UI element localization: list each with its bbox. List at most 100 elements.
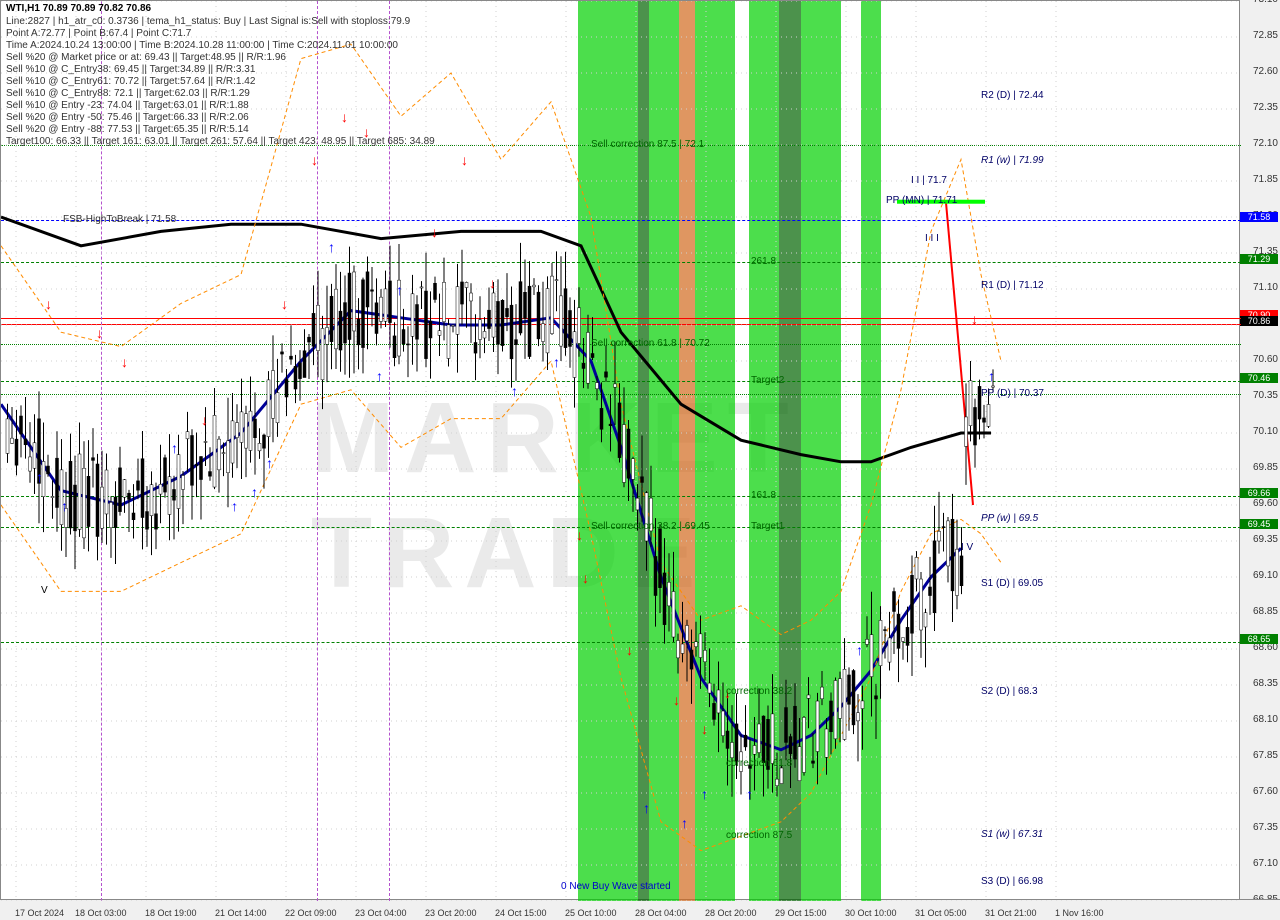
y-tick: 70.60 [1253, 354, 1278, 365]
arrow-up-icon: ↑ [681, 815, 688, 831]
y-tick: 67.10 [1253, 858, 1278, 869]
y-tick: 73.10 [1253, 0, 1278, 5]
chart-annotation: I I | 71.7 [911, 175, 947, 186]
y-tick: 69.35 [1253, 534, 1278, 545]
chart-annotation: S3 (D) | 66.98 [981, 876, 1043, 887]
chart-annotation: 261.8 [751, 256, 776, 267]
green-band [649, 1, 679, 901]
y-tick: 72.35 [1253, 102, 1278, 113]
info-line: Sell %20 @ Market price or at: 69.43 || … [6, 52, 286, 63]
chart-annotation: FSB-HighToBreak | 71.58 [63, 214, 176, 225]
arrow-up-icon: ↑ [266, 455, 273, 471]
price-level-label: 71.58 [1240, 212, 1278, 222]
x-tick: 18 Oct 03:00 [75, 908, 127, 918]
y-tick: 72.10 [1253, 138, 1278, 149]
price-level-label: 71.29 [1240, 254, 1278, 264]
chart-annotation: Sell correction 61.8 | 70.72 [591, 338, 710, 349]
chart-annotation: 161.8 [751, 490, 776, 501]
arrow-down-icon: ↓ [576, 527, 583, 543]
arrow-down-icon: ↓ [281, 296, 288, 312]
arrow-down-icon: ↓ [96, 325, 103, 341]
horizontal-line [1, 318, 1241, 319]
info-line: Sell %10 @ C_Entry61: 70.72 || Target:57… [6, 76, 255, 87]
chart-annotation: correction 87.5 [726, 830, 792, 841]
y-tick: 72.60 [1253, 66, 1278, 77]
arrow-up-icon: ↑ [701, 786, 708, 802]
arrow-up-icon: ↑ [251, 484, 258, 500]
y-tick: 70.10 [1253, 426, 1278, 437]
arrow-up-icon: ↑ [643, 800, 650, 816]
arrow-up-icon: ↑ [511, 383, 518, 399]
y-tick: 71.10 [1253, 282, 1278, 293]
chart-annotation: Target2 [751, 375, 784, 386]
chart-annotation: 0 New Buy Wave started [561, 881, 671, 892]
info-line: Sell %10 @ Entry -23: 74.04 || Target:63… [6, 100, 249, 111]
chart-area[interactable]: MARKET TRADE ↓↑↑↓↓↑↓↑↑↑↓↓↑↓↓↑↑↓↓↓↑↑↓↓↓↑↓… [0, 0, 1242, 902]
info-line: Sell %20 @ Entry -88: 77.53 || Target:65… [6, 124, 249, 135]
arrow-down-icon: ↓ [201, 412, 208, 428]
horizontal-line [1, 262, 1241, 263]
arrow-up-icon: ↑ [856, 642, 863, 658]
chart-annotation: V [41, 585, 48, 596]
chart-annotation: Target1 [751, 521, 784, 532]
x-tick: 25 Oct 10:00 [565, 908, 617, 918]
x-tick: 17 Oct 2024 [15, 908, 64, 918]
chart-annotation: R1 (D) | 71.12 [981, 280, 1044, 291]
price-level-label: 70.86 [1240, 316, 1278, 326]
x-axis: 17 Oct 202418 Oct 03:0018 Oct 19:0021 Oc… [0, 899, 1280, 920]
arrow-down-icon: ↓ [582, 570, 589, 586]
chart-annotation: PP (MN) | 71.71 [886, 195, 957, 206]
y-tick: 68.85 [1253, 606, 1278, 617]
x-tick: 31 Oct 21:00 [985, 908, 1037, 918]
arrow-down-icon: ↓ [461, 152, 468, 168]
arrow-up-icon: ↑ [171, 440, 178, 456]
chart-annotation: S2 (D) | 68.3 [981, 686, 1038, 697]
chart-annotation: I I I [925, 233, 939, 244]
chart-annotation: PP (w) | 69.5 [981, 513, 1038, 524]
arrow-up-icon: ↑ [231, 498, 238, 514]
chart-annotation: PP (D) | 70.37 [981, 388, 1044, 399]
chart-annotation: I V [961, 542, 973, 553]
price-level-label: 70.46 [1240, 373, 1278, 383]
x-tick: 18 Oct 19:00 [145, 908, 197, 918]
arrow-up-icon: ↑ [553, 354, 560, 370]
chart-annotation: S1 (D) | 69.05 [981, 578, 1043, 589]
arrow-down-icon: ↓ [431, 224, 438, 240]
y-tick: 68.35 [1253, 678, 1278, 689]
x-tick: 29 Oct 15:00 [775, 908, 827, 918]
arrow-down-icon: ↓ [311, 152, 318, 168]
horizontal-line [1, 220, 1241, 221]
y-tick: 69.85 [1253, 462, 1278, 473]
orange-band [679, 1, 695, 901]
arrow-down-icon: ↓ [45, 296, 52, 312]
arrow-down-icon: ↓ [673, 692, 680, 708]
horizontal-line [1, 394, 1241, 395]
arrow-up-icon: ↑ [61, 498, 68, 514]
y-tick: 67.35 [1253, 822, 1278, 833]
horizontal-line [1, 496, 1241, 497]
arrow-up-icon: ↑ [396, 282, 403, 298]
green-band [578, 1, 638, 901]
x-tick: 30 Oct 10:00 [845, 908, 897, 918]
info-line: Target100: 66.33 || Target 161: 63.01 ||… [6, 136, 435, 147]
y-tick: 69.60 [1253, 498, 1278, 509]
arrow-down-icon: ↓ [701, 721, 708, 737]
info-line: Sell %10 @ C_Entry88: 72.1 || Target:62.… [6, 88, 250, 99]
price-level-label: 68.65 [1240, 634, 1278, 644]
chart-annotation: correction 38.2 [726, 686, 792, 697]
x-tick: 23 Oct 20:00 [425, 908, 477, 918]
arrow-down-icon: ↓ [489, 275, 496, 291]
x-tick: 1 Nov 16:00 [1055, 908, 1104, 918]
x-tick: 24 Oct 15:00 [495, 908, 547, 918]
info-line: Line:2827 | h1_atr_c0: 0.3736 | tema_h1_… [6, 16, 410, 27]
green-band [861, 1, 881, 901]
chart-annotation: R2 (D) | 72.44 [981, 90, 1044, 101]
x-tick: 28 Oct 04:00 [635, 908, 687, 918]
info-line: Sell %20 @ Entry -50: 75.46 || Target:66… [6, 112, 249, 123]
y-tick: 70.35 [1253, 390, 1278, 401]
arrow-down-icon: ↓ [626, 642, 633, 658]
y-tick: 71.85 [1253, 174, 1278, 185]
x-tick: 28 Oct 20:00 [705, 908, 757, 918]
horizontal-line [1, 642, 1241, 643]
chart-annotation: Sell correction 38.2 | 69.45 [591, 521, 710, 532]
